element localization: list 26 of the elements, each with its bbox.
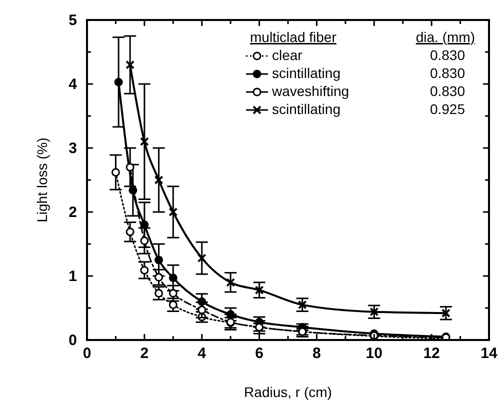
x-tick-label: 12 [423,345,440,362]
legend-label: waveshifting [271,83,350,99]
x-tick-label: 8 [312,345,321,362]
legend-title: multiclad fiber [250,29,337,45]
x-tick-label: 0 [82,345,92,362]
x-tick-label: 14 [480,345,498,362]
y-tick-label: 1 [68,268,77,285]
legend-label: scintillating [272,101,340,117]
x-tick-label: 4 [198,345,207,362]
y-tick-label: 0 [68,332,77,349]
annotation: 0.830 [430,65,466,81]
y-tick-label: 4 [68,76,78,93]
x-tick-label: 2 [140,345,149,362]
x-axis-title: Radius, r (cm) [244,384,332,400]
y-axis-title: Light loss (%) [34,138,50,222]
legend-label: scintillating [272,65,340,81]
y-tick-label: 2 [68,204,77,221]
annotation: 0.925 [430,101,466,117]
x-tick-label: 10 [366,345,382,362]
annotation: dia. (mm) [416,29,475,45]
legend-label: clear [272,47,303,63]
y-tick-label: 5 [68,12,77,29]
x-tick-label: 6 [255,345,264,362]
y-tick-label: 3 [68,140,77,157]
annotation: 0.830 [430,47,466,63]
annotation: 0.830 [430,83,466,99]
